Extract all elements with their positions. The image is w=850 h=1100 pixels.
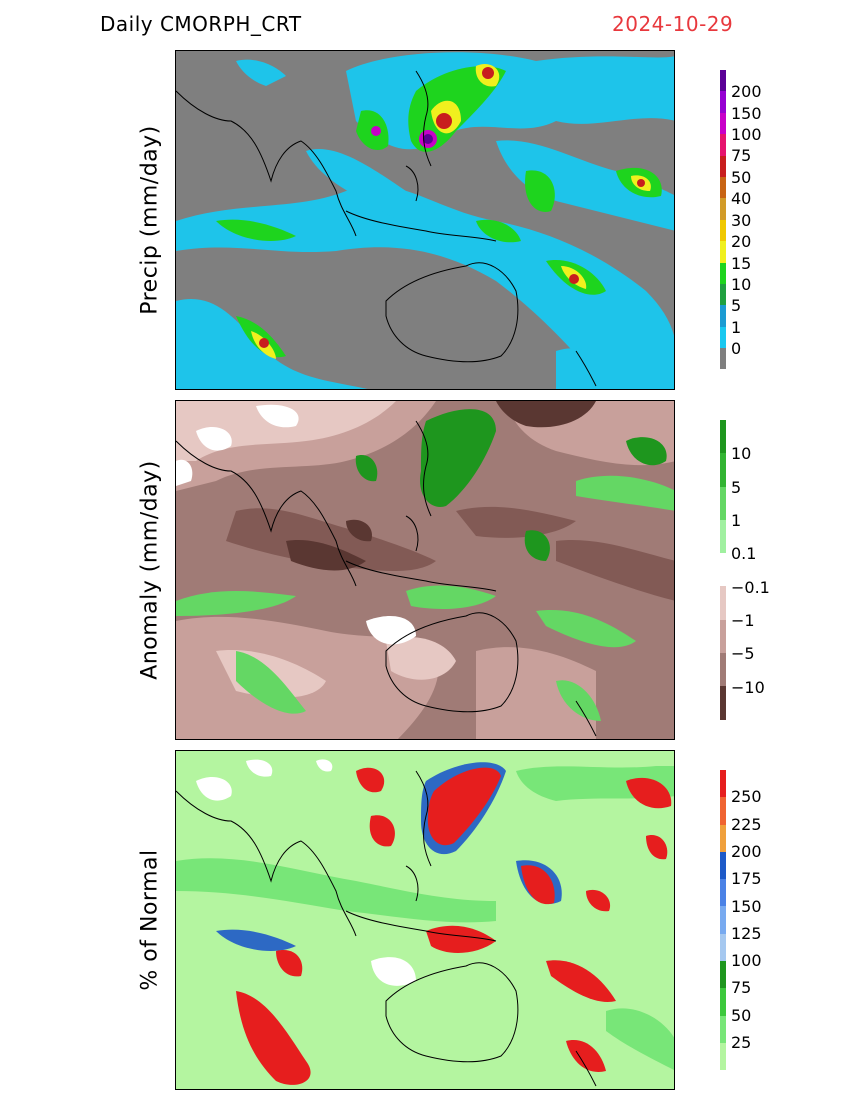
anomaly-tick-0-1: 0.1: [731, 544, 757, 563]
map-date: 2024-10-29: [612, 12, 734, 36]
anomaly-map: [175, 400, 675, 740]
precip-tick-15: 15: [731, 254, 752, 273]
precip-tick-5: 5: [731, 296, 742, 315]
precip-tick-30: 30: [731, 211, 752, 230]
percent-axis-label: % of Normal: [137, 849, 163, 991]
precip-tick-40: 40: [731, 189, 752, 208]
precip-tick-1: 1: [731, 318, 742, 337]
percent-tick-25: 25: [731, 1033, 752, 1052]
precip-axis-label: Precip (mm/day): [137, 125, 163, 315]
map-title: Daily CMORPH_CRT: [100, 12, 302, 36]
percent-tick-250: 250: [731, 787, 762, 806]
percent-tick-125: 125: [731, 924, 762, 943]
precip-tick-75: 75: [731, 146, 752, 165]
precip-tick-150: 150: [731, 104, 762, 123]
percent-tick-225: 225: [731, 815, 762, 834]
percent-tick-200: 200: [731, 842, 762, 861]
anomaly-tick-minus10: −10: [731, 678, 765, 697]
percent-colorbar: [720, 770, 726, 1070]
anomaly-tick-5: 5: [731, 478, 742, 497]
precip-tick-50: 50: [731, 168, 752, 187]
anomaly-colorbar: [720, 420, 726, 720]
percent-tick-175: 175: [731, 869, 762, 888]
precip-tick-20: 20: [731, 232, 752, 251]
precip-map: [175, 50, 675, 390]
precip-tick-100: 100: [731, 125, 762, 144]
anomaly-tick-minus5: −5: [731, 644, 755, 663]
precip-colorbar: [720, 70, 726, 370]
anomaly-tick-10: 10: [731, 444, 752, 463]
percent-tick-50: 50: [731, 1006, 752, 1025]
anomaly-tick-minus0-1: −0.1: [731, 578, 770, 597]
anomaly-tick-1: 1: [731, 511, 742, 530]
anomaly-axis-label: Anomaly (mm/day): [137, 460, 163, 680]
precip-tick-200: 200: [731, 82, 762, 101]
percent-map: [175, 750, 675, 1090]
anomaly-tick-minus1: −1: [731, 611, 755, 630]
precip-tick-0: 0: [731, 339, 742, 358]
percent-tick-75: 75: [731, 978, 752, 997]
percent-tick-150: 150: [731, 897, 762, 916]
precip-tick-10: 10: [731, 275, 752, 294]
percent-tick-100: 100: [731, 951, 762, 970]
